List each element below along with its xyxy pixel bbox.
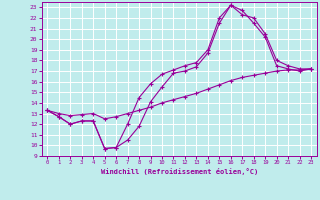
X-axis label: Windchill (Refroidissement éolien,°C): Windchill (Refroidissement éolien,°C) [100,168,258,175]
